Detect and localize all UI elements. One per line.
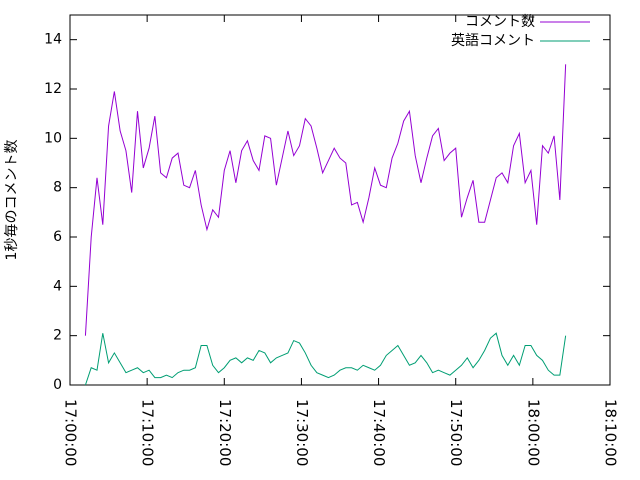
y-axis-label: 1秒毎のコメント数 [4,140,20,261]
y-tick-label: 4 [53,278,62,294]
x-tick-label: 17:50:00 [447,399,465,466]
legend-label: コメント数 [465,14,535,30]
x-tick-label: 17:10:00 [139,399,157,466]
plot-border [69,14,611,386]
y-tick-label: 14 [44,32,62,48]
x-tick-label: 18:10:00 [602,399,620,466]
y-tick-label: 8 [53,180,62,196]
x-tick-label: 17:40:00 [370,399,388,466]
y-tick-label: 2 [53,328,62,344]
series-line [84,64,567,336]
x-tick-label: 18:00:00 [524,399,542,466]
y-tick-label: 10 [44,130,62,146]
x-tick-label: 17:20:00 [216,399,234,466]
x-tick-label: 17:00:00 [62,399,80,466]
legend-label: 英語コメント [451,32,535,49]
y-tick-label: 6 [53,229,62,245]
x-tick-label: 17:30:00 [293,399,311,466]
y-tick-label: 12 [44,81,62,97]
series-line [84,332,567,386]
y-tick-label: 0 [53,377,62,393]
